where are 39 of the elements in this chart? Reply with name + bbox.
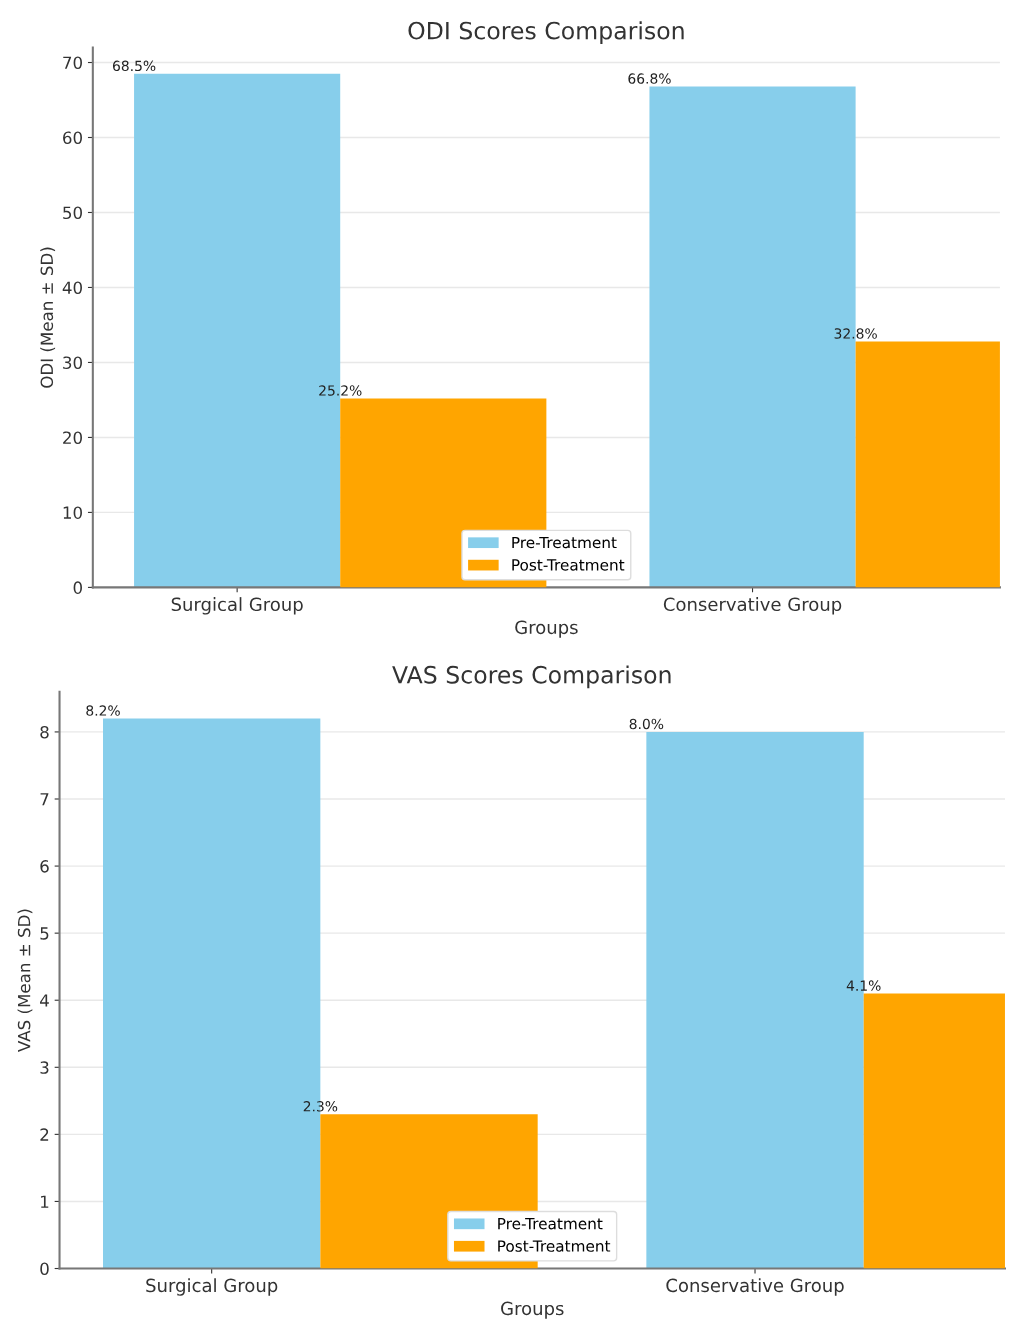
y-tick-label: 6 — [40, 860, 49, 873]
x-axis-title: Groups — [501, 1301, 564, 1319]
y-tick-label: 8 — [40, 725, 49, 739]
y-tick-label: 7 — [40, 793, 49, 806]
x-axis-title: Groups — [515, 620, 578, 638]
data-label: 8.2% — [86, 705, 120, 716]
data-label: 2.3% — [303, 1101, 338, 1112]
y-tick-label: 2 — [40, 1128, 49, 1141]
x-tick-label: Conservative Group — [663, 597, 842, 615]
y-axis-title: VAS (Mean ± SD) — [17, 909, 33, 1052]
chart-title: VAS Scores Comparison — [392, 665, 671, 689]
y-tick-label: 4 — [40, 994, 49, 1007]
data-label: 68.5% — [112, 60, 156, 72]
legend-label: Pre-Treatment — [512, 536, 617, 549]
y-tick-label: 1 — [41, 1195, 49, 1208]
x-tick-label: Conservative Group — [666, 1278, 844, 1296]
y-tick-label: 70 — [63, 56, 82, 70]
y-tick-label: 40 — [62, 281, 82, 295]
y-tick-label: 20 — [63, 431, 82, 444]
x-tick-label: Surgical Group — [171, 597, 303, 615]
legend-label: Post-Treatment — [498, 1240, 611, 1252]
data-label: 4.1% — [846, 980, 881, 991]
data-label: 25.2% — [319, 385, 362, 396]
y-tick-label: 0 — [40, 1262, 49, 1276]
legend-label: Post-Treatment — [512, 559, 625, 571]
y-tick-label: 10 — [63, 506, 82, 519]
y-tick-label: 60 — [63, 131, 82, 145]
data-label: 32.8% — [834, 328, 877, 339]
y-tick-label: 0 — [73, 581, 82, 594]
chart-title: ODI Scores Comparison — [408, 21, 684, 45]
x-tick-label: Surgical Group — [146, 1278, 278, 1296]
y-tick-label: 30 — [63, 356, 82, 370]
data-label: 8.0% — [629, 718, 664, 730]
y-axis-title: ODI (Mean ± SD) — [40, 247, 56, 388]
y-tick-label: 50 — [63, 206, 82, 220]
y-tick-label: 5 — [40, 927, 49, 940]
legend-label: Pre-Treatment — [498, 1218, 603, 1230]
y-tick-label: 3 — [40, 1061, 49, 1074]
data-label: 66.8% — [628, 73, 671, 84]
